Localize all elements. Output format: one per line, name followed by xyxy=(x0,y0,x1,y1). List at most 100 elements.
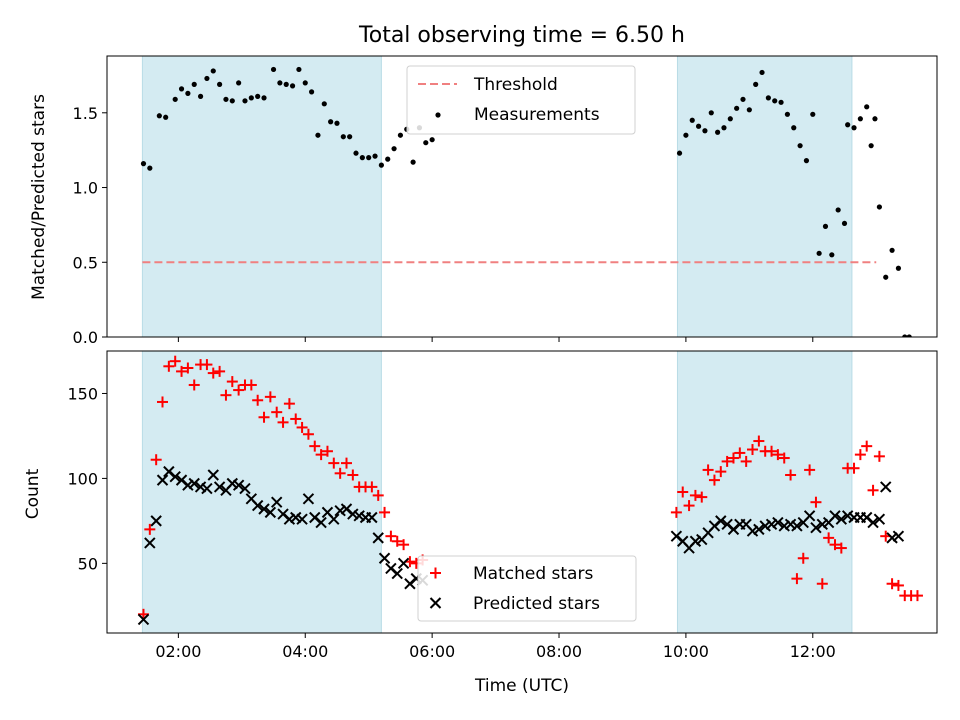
measurement-point xyxy=(366,155,372,161)
predicted-stars-point xyxy=(372,532,384,544)
predicted-stars-point xyxy=(150,515,162,527)
legend-predicted-swatch xyxy=(429,597,442,609)
measurement-point xyxy=(328,119,334,125)
measurement-point xyxy=(868,143,874,149)
top-legend-box xyxy=(406,65,636,135)
measurement-point xyxy=(708,110,714,116)
matched-stars-point xyxy=(886,578,898,590)
matched-stars-point xyxy=(835,542,847,554)
measurement-point xyxy=(410,159,416,165)
top-legend: Threshold Measurements xyxy=(406,65,636,135)
legend-matched-swatch xyxy=(430,567,441,579)
measurement-point xyxy=(163,114,169,120)
measurement-point xyxy=(740,96,746,102)
measurement-point xyxy=(810,111,816,117)
measurement-point xyxy=(340,134,346,140)
top-y-tick-label: 0.5 xyxy=(73,253,98,272)
predicted-stars-point xyxy=(772,516,784,529)
matched-stars-point xyxy=(169,355,181,367)
predicted-stars-point xyxy=(328,513,340,525)
top-observing-window-1 xyxy=(142,56,382,337)
bottom-x-tick-label: 08:00 xyxy=(536,642,582,661)
measurement-point xyxy=(683,132,689,138)
bottom-x-tick-label: 10:00 xyxy=(663,642,709,661)
measurement-point xyxy=(695,123,702,129)
matched-stars-point xyxy=(296,421,308,433)
matched-stars-point xyxy=(163,360,175,372)
measurement-point xyxy=(689,117,695,123)
matched-stars-point xyxy=(283,398,295,410)
measurement-point xyxy=(734,105,740,111)
predicted-stars-point xyxy=(296,513,308,525)
measurement-point xyxy=(822,223,829,229)
matched-stars-point xyxy=(391,535,403,547)
measurement-point xyxy=(772,98,778,104)
predicted-stars-point xyxy=(258,503,270,515)
predicted-stars-point xyxy=(144,537,156,549)
matched-stars-point xyxy=(366,481,378,493)
measurement-point xyxy=(296,66,302,73)
measurement-point xyxy=(676,150,683,156)
measurement-point xyxy=(791,125,797,131)
measurement-point xyxy=(191,81,197,87)
measurement-point xyxy=(302,80,308,86)
matched-stars-point xyxy=(740,455,752,467)
measurement-point xyxy=(204,75,210,82)
measurement-point xyxy=(759,69,765,76)
chart-title: Total observing time = 6.50 h xyxy=(358,23,685,48)
measurement-point xyxy=(217,81,223,87)
measurement-point xyxy=(864,104,870,110)
measurement-point xyxy=(156,113,162,119)
measurement-point xyxy=(816,250,822,256)
top-y-tick-label: 1.0 xyxy=(73,179,98,198)
bottom-legend: Matched stars Predicted stars xyxy=(417,555,637,622)
matched-stars-point xyxy=(810,496,822,508)
measurement-point xyxy=(895,265,902,271)
measurement-point xyxy=(172,96,178,102)
matched-stars-point xyxy=(683,500,695,512)
legend-predicted-label: Predicted stars xyxy=(473,594,600,614)
measurement-point xyxy=(902,334,908,337)
legend-threshold-label: Threshold xyxy=(473,75,558,95)
measurement-point xyxy=(702,128,708,134)
measurement-point xyxy=(255,93,261,99)
top-y-tick-label: 1.5 xyxy=(73,104,98,123)
measurement-point xyxy=(429,137,435,143)
measurement-point xyxy=(857,116,863,122)
predicted-stars-point xyxy=(251,499,264,512)
predicted-stars-point xyxy=(207,469,219,481)
measurement-point xyxy=(765,95,771,101)
matched-stars-point xyxy=(150,454,162,466)
matched-stars-point xyxy=(696,491,708,503)
measurement-point xyxy=(140,161,147,167)
predicted-stars-point xyxy=(213,481,226,493)
bottom-observing-window-1 xyxy=(142,351,382,633)
bottom-y-tick-label: 100 xyxy=(67,469,98,488)
measurement-point xyxy=(248,95,254,101)
matched-stars-point xyxy=(315,449,327,461)
measurement-point xyxy=(851,125,857,131)
matched-stars-point xyxy=(334,467,346,479)
measurement-point xyxy=(178,86,185,92)
measurement-point xyxy=(321,101,327,107)
matched-stars-point xyxy=(797,552,809,564)
matched-stars-point xyxy=(727,452,739,464)
measurement-point xyxy=(277,80,283,86)
matched-stars-point xyxy=(791,573,803,585)
bottom-x-tick-label: 02:00 xyxy=(155,642,201,661)
measurement-point xyxy=(746,107,752,113)
measurement-point xyxy=(803,158,810,164)
predicted-stars-point xyxy=(880,481,892,493)
measurement-point xyxy=(835,207,841,213)
measurement-point xyxy=(423,140,429,146)
bottom-y-axis-label: Count xyxy=(23,468,43,519)
matched-stars-point xyxy=(854,449,866,461)
measurement-point xyxy=(353,150,359,156)
measurement-point xyxy=(372,153,378,159)
measurement-point xyxy=(185,90,191,96)
measurement-point xyxy=(906,334,912,337)
matched-stars-point xyxy=(816,578,828,590)
measurement-point xyxy=(385,156,391,162)
measurement-point xyxy=(883,274,889,280)
